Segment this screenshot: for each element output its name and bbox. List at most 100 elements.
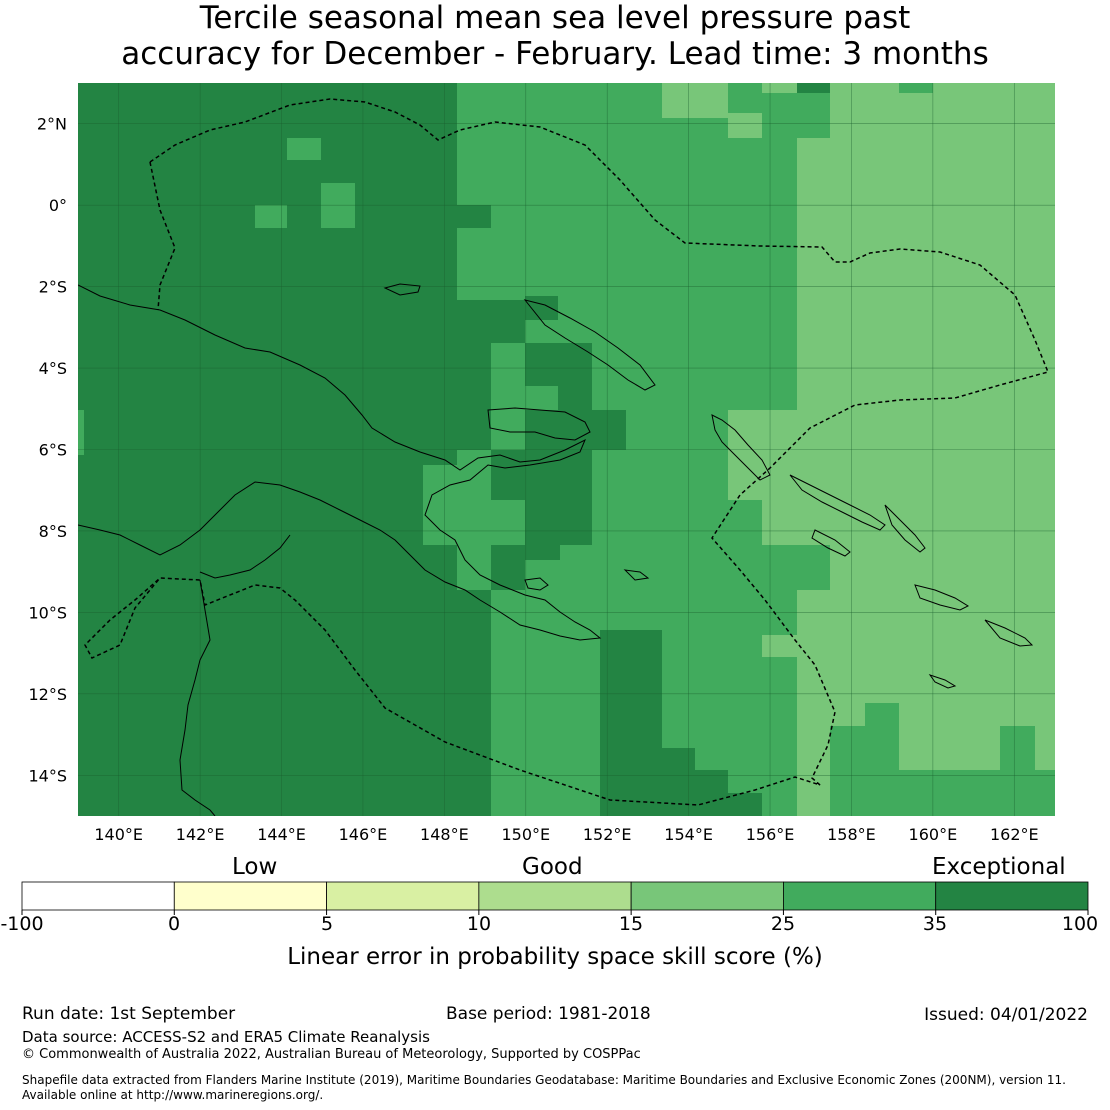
colorbar-tick: 5 (320, 913, 334, 935)
skill-cell (525, 410, 592, 545)
longitude-label: 156°E (746, 825, 795, 844)
colorbar-segment (173, 881, 327, 911)
skill-cell (728, 113, 762, 138)
colorbar-segment (326, 881, 480, 911)
skill-cell (491, 450, 525, 500)
coast-bougainville (711, 414, 771, 481)
skill-cell (728, 410, 797, 500)
colorbar (21, 881, 1089, 915)
colorbar-tick: 25 (770, 913, 796, 935)
skill-cell (762, 83, 797, 93)
skill-cell (830, 83, 899, 93)
skill-cell (762, 635, 797, 657)
latitude-label: 10°S (28, 603, 67, 622)
latitude-label: 2°N (37, 115, 67, 134)
legend-category-good: Good (522, 854, 583, 880)
run-date: Run date: 1st September (22, 1004, 236, 1024)
longitude-label: 160°E (909, 825, 958, 844)
coast-new-ireland (523, 299, 656, 391)
skill-cell (762, 500, 797, 545)
skill-cell (728, 793, 762, 816)
skill-cell (830, 703, 865, 726)
skill-cell (525, 545, 560, 560)
colorbar-segment (21, 881, 175, 911)
longitude-label: 158°E (827, 825, 876, 844)
skill-cell (287, 138, 321, 160)
longitude-label: 142°E (176, 825, 225, 844)
skill-cell (525, 343, 558, 386)
legend-category-exceptional: Exceptional (932, 854, 1066, 880)
coast-gulf (199, 534, 291, 579)
shapefile-url: Available online at http://www.marinereg… (22, 1088, 324, 1102)
skill-cell (255, 205, 287, 228)
skill-cell (457, 545, 491, 590)
skill-cell (797, 93, 830, 138)
coastlines (78, 283, 1034, 816)
skill-cell (626, 680, 662, 816)
colorbar-segment (935, 881, 1089, 911)
longitude-label: 150°E (501, 825, 550, 844)
coast-santa-isabel (789, 474, 886, 531)
copyright: © Commonwealth of Australia 2022, Austra… (22, 1047, 641, 1062)
colorbar-segment (783, 881, 937, 911)
colorbar-segment (478, 881, 632, 911)
skill-cell (592, 410, 626, 450)
skill-cell (695, 770, 728, 816)
skill-cell (558, 343, 592, 410)
issued-date: Issued: 04/01/2022 (924, 1005, 1088, 1025)
colorbar-tick: 15 (618, 913, 644, 935)
skill-cell (728, 93, 762, 113)
latitude-label: 2°S (39, 278, 67, 297)
longitude-label: 162°E (990, 825, 1039, 844)
coast-cape-york (179, 579, 216, 816)
skill-cell (662, 748, 695, 816)
latitude-label: 4°S (39, 359, 67, 378)
longitude-label: 152°E (583, 825, 632, 844)
latitude-label: 6°S (39, 441, 67, 460)
skill-cell (933, 83, 1055, 93)
skill-cell (78, 410, 84, 455)
graticule (78, 83, 1055, 816)
skill-cell (797, 93, 1055, 816)
shapefile-credit: Shapefile data extracted from Flanders M… (22, 1073, 1066, 1087)
chart-title: Tercile seasonal mean sea level pressure… (0, 0, 1110, 72)
skill-cell (491, 545, 525, 590)
skill-cell (1000, 703, 1035, 726)
coast-rennell (928, 674, 957, 689)
latitude-label: 8°S (39, 522, 67, 541)
coast-makira (984, 619, 1034, 647)
longitude-labels: 140°E 142°E 144°E 146°E 148°E 150°E 152°E 154°E… (94, 825, 1038, 844)
longitude-label: 144°E (257, 825, 306, 844)
longitude-label: 146°E (339, 825, 388, 844)
colorbar-tick: 0 (167, 913, 181, 935)
coast-trobriand (524, 577, 549, 591)
latitude-labels: 2°N 0° 2°S 4°S 6°S 8°S 10°S 12°S 14°S (28, 115, 67, 786)
colorbar-tick: 100 (1061, 913, 1099, 935)
maritime-boundaries (84, 98, 1050, 806)
colorbar-tick: -100 (0, 913, 44, 935)
skill-cell (797, 545, 830, 590)
longitude-label: 140°E (94, 825, 143, 844)
skill-cell (899, 83, 933, 93)
skill-cell (899, 748, 1000, 770)
colorbar-tick: 35 (922, 913, 948, 935)
skill-cell (865, 703, 899, 726)
latitude-label: 14°S (28, 766, 67, 785)
coast-guadalcanal (914, 584, 970, 611)
skill-cell (662, 83, 728, 118)
base-period: Base period: 1981-2018 (446, 1004, 651, 1024)
colorbar-title: Linear error in probability space skill … (287, 944, 823, 970)
skill-cell (321, 183, 355, 228)
colorbar-segment (630, 881, 784, 911)
eez-png (84, 98, 1050, 806)
colorbar-tick: 10 (466, 913, 492, 935)
skill-cell (491, 300, 525, 343)
coast-new-georgia (811, 529, 851, 557)
latitude-label: 0° (49, 196, 67, 215)
title-line-1: Tercile seasonal mean sea level pressure… (199, 0, 911, 36)
data-source: Data source: ACCESS-S2 and ERA5 Climate … (22, 1028, 430, 1046)
skill-cell (525, 296, 558, 320)
skill-cell (457, 450, 491, 545)
legend-category-low: Low (232, 854, 278, 880)
longitude-label: 148°E (420, 825, 469, 844)
